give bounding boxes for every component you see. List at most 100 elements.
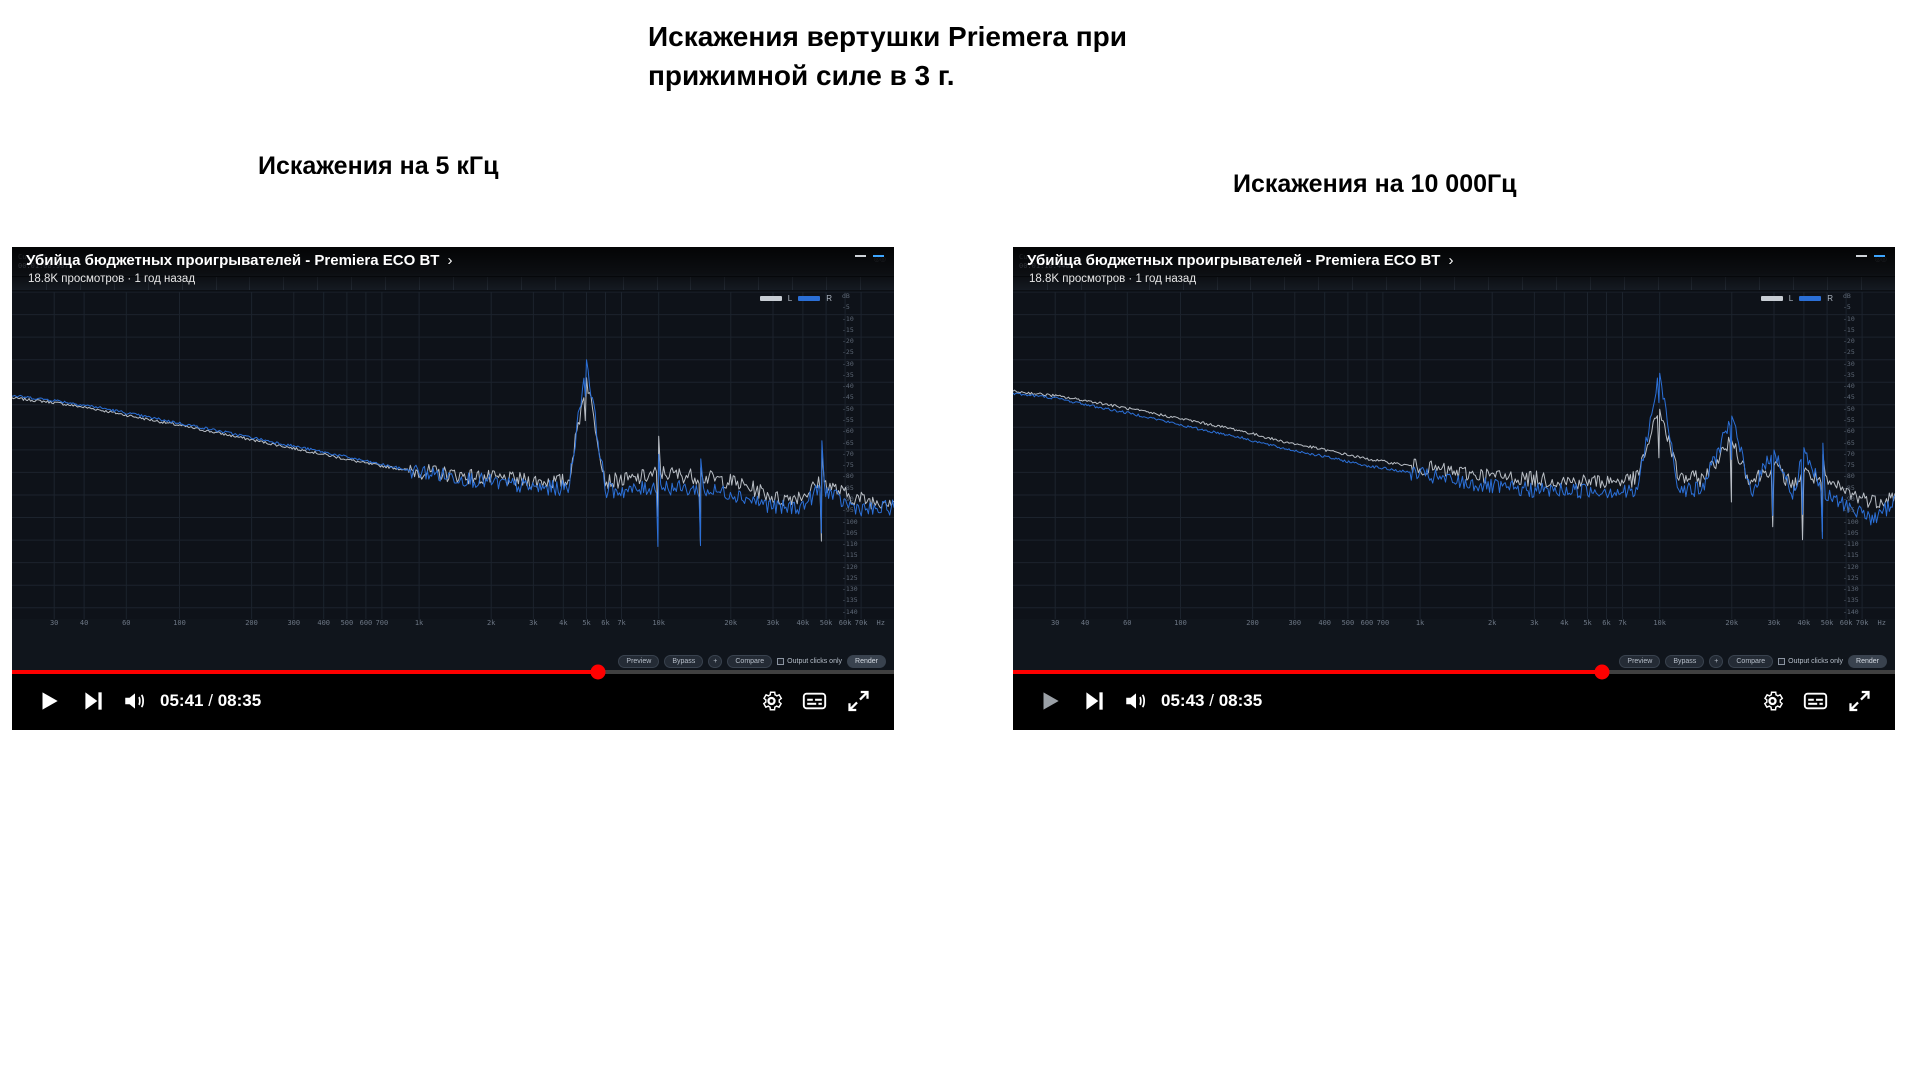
freq-tick: 6k xyxy=(601,619,610,627)
page-title: Искажения вертушки Priemera при прижимно… xyxy=(648,21,1127,91)
bypass-button[interactable]: Bypass xyxy=(1665,655,1705,668)
freq-tick: 60k xyxy=(1839,619,1853,627)
freq-tick: 5k xyxy=(582,619,591,627)
freq-tick: 3k xyxy=(529,619,538,627)
gear-icon[interactable] xyxy=(1760,689,1785,714)
freq-axis-unit: Hz xyxy=(876,619,885,627)
chevron-right-icon: › xyxy=(1448,252,1454,269)
progress-played-right xyxy=(1013,670,1603,674)
freq-tick: 4k xyxy=(559,619,568,627)
progress-knob-left[interactable] xyxy=(590,664,606,680)
more-icon[interactable] xyxy=(1856,255,1867,257)
next-icon[interactable] xyxy=(80,688,106,714)
more-icon[interactable] xyxy=(855,255,866,257)
freq-tick: 3k xyxy=(1530,619,1539,627)
video-player-left[interactable]: Current 00:01:08.987 ◎◎ L R dB-5-10-15-2… xyxy=(12,247,894,730)
output-clicks-only-checkbox[interactable]: Output clicks only xyxy=(777,658,842,665)
freq-tick: 40k xyxy=(1797,619,1811,627)
video-title-right[interactable]: Убийца бюджетных проигрывателей - Premie… xyxy=(1027,252,1454,269)
freq-tick: 1k xyxy=(414,619,424,627)
fullscreen-icon[interactable] xyxy=(1846,688,1873,715)
frequency-axis-right: 30 40 60 100 200 300 400 500 600 700 1k 2k 3k 4k 5k 6k 7… xyxy=(1013,619,1895,633)
play-icon[interactable] xyxy=(36,688,62,714)
daw-button-group-right[interactable]: Preview Bypass + Compare Output clicks o… xyxy=(1619,655,1887,668)
freq-tick: 7k xyxy=(1618,619,1627,627)
spectrum-analyzer-app-left: Current 00:01:08.987 ◎◎ L R dB-5-10-15-2… xyxy=(12,247,894,671)
volume-icon[interactable] xyxy=(1123,688,1149,714)
spectrum-analyzer-app-right: Current 00:01:18.440 ◎◎ L R dB-5-10-15-2… xyxy=(1013,247,1895,671)
freq-tick: 60k xyxy=(838,619,852,627)
subtitles-icon[interactable] xyxy=(801,688,828,715)
subtitles-icon[interactable] xyxy=(1802,688,1829,715)
freq-tick: 1k xyxy=(1415,619,1425,627)
legend-swatch-l xyxy=(759,296,782,301)
cast-icon[interactable] xyxy=(1874,255,1885,257)
freq-tick: 300 xyxy=(1288,619,1302,627)
freq-tick: 40 xyxy=(79,619,89,627)
bypass-button[interactable]: Bypass xyxy=(664,655,704,668)
freq-tick: 400 xyxy=(1318,619,1332,627)
gear-icon[interactable] xyxy=(759,689,784,714)
video-meta-right: 18.8K просмотров · 1 год назад xyxy=(1029,273,1197,285)
cast-icon[interactable] xyxy=(873,255,884,257)
daw-button-group-left[interactable]: Preview Bypass + Compare Output clicks o… xyxy=(618,655,886,668)
legend-label-l: L xyxy=(787,294,793,303)
compare-button[interactable]: Compare xyxy=(727,655,773,668)
video-title-left[interactable]: Убийца бюджетных проигрывателей - Premie… xyxy=(26,252,453,269)
preview-button[interactable]: Preview xyxy=(618,655,660,668)
freq-tick: 2k xyxy=(1487,619,1497,627)
video-topright-controls-right[interactable] xyxy=(1856,255,1885,257)
progress-bar-right[interactable] xyxy=(1013,664,1895,680)
legend-swatch-l xyxy=(1760,296,1783,301)
video-controls-right[interactable]: 05:43 / 08:35 xyxy=(1013,664,1895,730)
checkbox-box[interactable] xyxy=(777,658,785,665)
freq-tick: 70k xyxy=(1855,619,1869,627)
spectrum-plot-right[interactable]: L R dB -5 -10 -15 -20 -25 -30 -35 -40 -45 -50 -55 -6… xyxy=(1013,292,1895,619)
freq-tick: 200 xyxy=(245,619,258,627)
fullscreen-icon[interactable] xyxy=(845,688,872,715)
add-button[interactable]: + xyxy=(1709,655,1724,668)
spectrum-svg-right xyxy=(1013,292,1895,619)
freq-tick: 50k xyxy=(819,619,833,627)
freq-tick: 40 xyxy=(1080,619,1090,627)
freq-tick: 200 xyxy=(1246,619,1259,627)
freq-tick: 500 xyxy=(1341,619,1355,627)
output-clicks-only-checkbox[interactable]: Output clicks only xyxy=(1778,658,1843,665)
next-icon[interactable] xyxy=(1081,688,1107,714)
spectrum-plot-left[interactable]: L R dB -5 -10 -15 -20 -25 -30 -35 -40 -45 -50 -55 -6… xyxy=(12,292,894,619)
play-icon[interactable] xyxy=(1037,688,1063,714)
freq-tick: 20k xyxy=(1725,619,1739,627)
freq-tick: 300 xyxy=(287,619,301,627)
checkbox-box[interactable] xyxy=(1778,658,1786,665)
video-topright-controls-left[interactable] xyxy=(855,255,884,257)
panel-heading-right: Искажения на 10 000Гц xyxy=(1233,170,1517,198)
freq-tick: 2k xyxy=(486,619,496,627)
freq-tick: 600 xyxy=(1360,619,1374,627)
preview-button[interactable]: Preview xyxy=(1619,655,1661,668)
freq-tick: 7k xyxy=(617,619,626,627)
progress-played-left xyxy=(12,670,598,674)
add-button[interactable]: + xyxy=(708,655,723,668)
freq-tick: 700 xyxy=(375,619,389,627)
freq-axis-unit: Hz xyxy=(1877,619,1886,627)
freq-tick: 50k xyxy=(1820,619,1834,627)
plot-legend-right: L R xyxy=(1760,294,1833,303)
video-player-right[interactable]: Current 00:01:18.440 ◎◎ L R dB-5-10-15-2… xyxy=(1013,247,1895,730)
legend-label-r: R xyxy=(1827,294,1833,303)
progress-bar-left[interactable] xyxy=(12,664,894,680)
volume-icon[interactable] xyxy=(122,688,148,714)
video-controls-left[interactable]: 05:41 / 08:35 xyxy=(12,664,894,730)
render-button[interactable]: Render xyxy=(1848,655,1887,668)
panel-heading-left: Искажения на 5 кГц xyxy=(258,152,499,180)
freq-tick: 20k xyxy=(724,619,738,627)
checkbox-label: Output clicks only xyxy=(1788,658,1844,665)
progress-knob-right[interactable] xyxy=(1594,664,1610,680)
compare-button[interactable]: Compare xyxy=(1728,655,1774,668)
freq-tick: 400 xyxy=(317,619,331,627)
freq-tick: 100 xyxy=(173,619,186,627)
legend-swatch-r xyxy=(1799,296,1822,301)
render-button[interactable]: Render xyxy=(847,655,886,668)
freq-tick: 60 xyxy=(1123,619,1132,627)
video-header-overlay-left: Убийца бюджетных проигрывателей - Premie… xyxy=(12,247,894,291)
video-meta-left: 18.8K просмотров · 1 год назад xyxy=(28,273,196,285)
